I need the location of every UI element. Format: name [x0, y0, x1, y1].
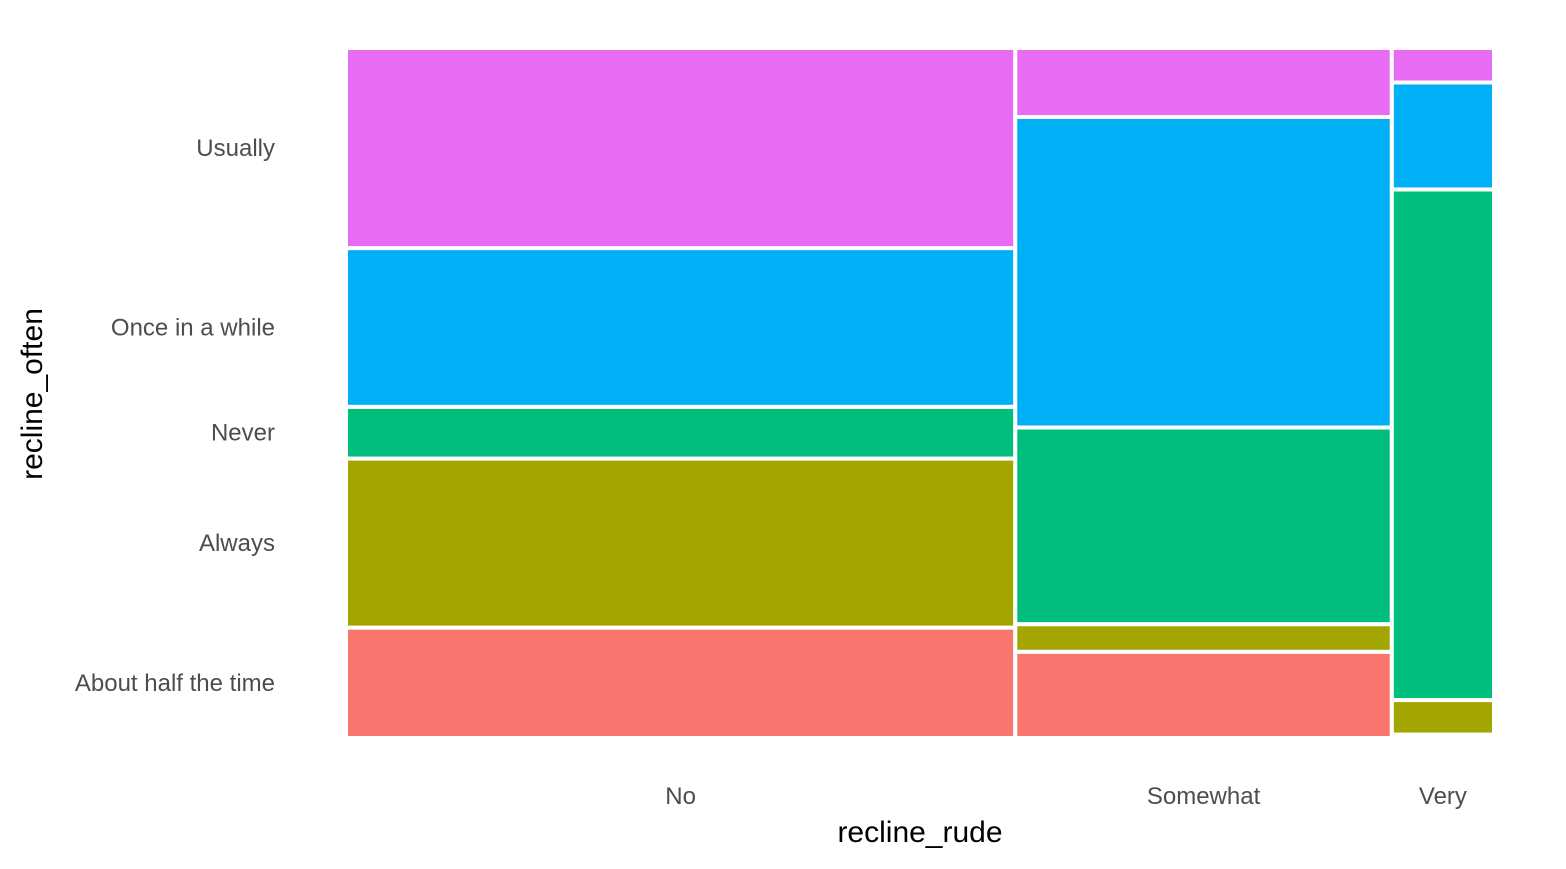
y-tick-label-never: Never: [211, 420, 275, 447]
tile-somewhat-always: [1013, 622, 1394, 654]
tile-no-about-half-the-time: [344, 625, 1018, 740]
tile-no-never: [344, 404, 1018, 461]
tile-no-once-in-a-while: [344, 246, 1018, 409]
y-tick-label-once-in-a-while: Once in a while: [111, 314, 275, 341]
y-tick-label-always: Always: [199, 530, 275, 557]
tiles-group: [344, 46, 1496, 740]
x-tick-labels: No Somewhat Very: [665, 783, 1467, 810]
y-tick-labels: About half the time Always Never Once in a …: [75, 135, 275, 697]
tile-no-always: [344, 456, 1018, 630]
y-axis-title: recline_often: [16, 308, 49, 480]
tile-somewhat-once-in-a-while: [1013, 115, 1394, 430]
x-tick-label-no: No: [665, 783, 696, 810]
y-tick-label-about-half-the-time: About half the time: [75, 670, 275, 697]
y-tick-label-usually: Usually: [196, 135, 275, 162]
x-tick-label-somewhat: Somewhat: [1147, 783, 1261, 810]
tile-very-always: [1389, 698, 1496, 737]
tile-very-usually: [1389, 46, 1496, 85]
tile-somewhat-usually: [1013, 46, 1394, 119]
tile-somewhat-never: [1013, 425, 1394, 627]
x-axis-title: recline_rude: [837, 816, 1002, 849]
tile-very-never: [1389, 187, 1496, 703]
tile-somewhat-about-half-the-time: [1013, 649, 1394, 740]
tile-very-once-in-a-while: [1389, 80, 1496, 192]
tile-no-usually: [344, 46, 1018, 251]
x-tick-label-very: Very: [1419, 783, 1467, 810]
